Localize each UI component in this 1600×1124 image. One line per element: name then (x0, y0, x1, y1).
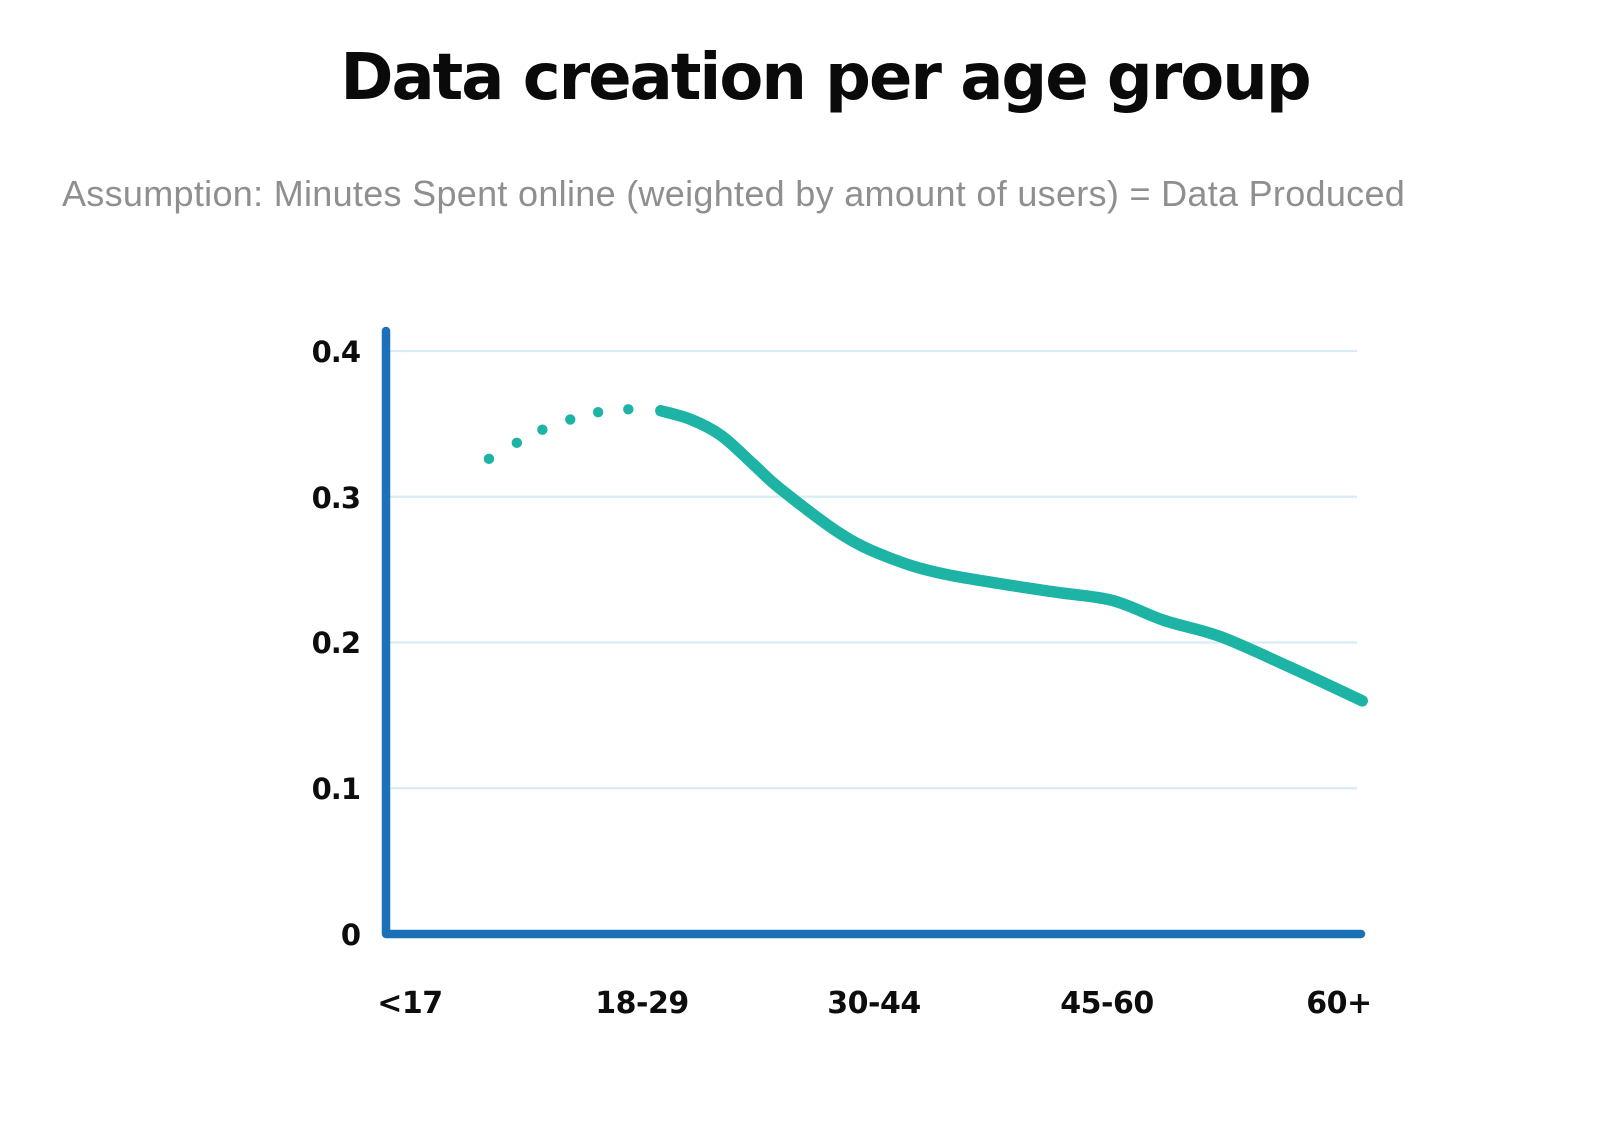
data-dot (592, 407, 604, 418)
data-dot (565, 414, 576, 425)
y-axis-tick-0: 0 (340, 918, 361, 952)
data-line (655, 405, 1368, 707)
y-axis-tick-0-3: 0.3 (311, 481, 361, 515)
x-axis-label-60-plus: 60+ (1306, 986, 1372, 1021)
axis-lines (381, 326, 1366, 939)
x-axis-label-under-17: <17 (377, 986, 443, 1021)
x-axis-label-30-44: 30-44 (827, 986, 921, 1021)
y-axis-tick-0-1: 0.1 (311, 772, 361, 806)
data-dot (511, 437, 523, 449)
chart-title: Data creation per age group (340, 41, 1311, 115)
chart-subtitle: Assumption: Minutes Spent online (weight… (62, 173, 1406, 214)
x-axis-label-45-60: 45-60 (1060, 986, 1154, 1021)
y-axis-tick-0-4: 0.4 (311, 335, 361, 369)
x-axis-label-18-29: 18-29 (595, 986, 689, 1021)
data-dot (483, 453, 495, 465)
data-dot (537, 424, 548, 435)
data-dot (623, 404, 634, 415)
y-axis-tick-0-2: 0.2 (311, 626, 361, 660)
